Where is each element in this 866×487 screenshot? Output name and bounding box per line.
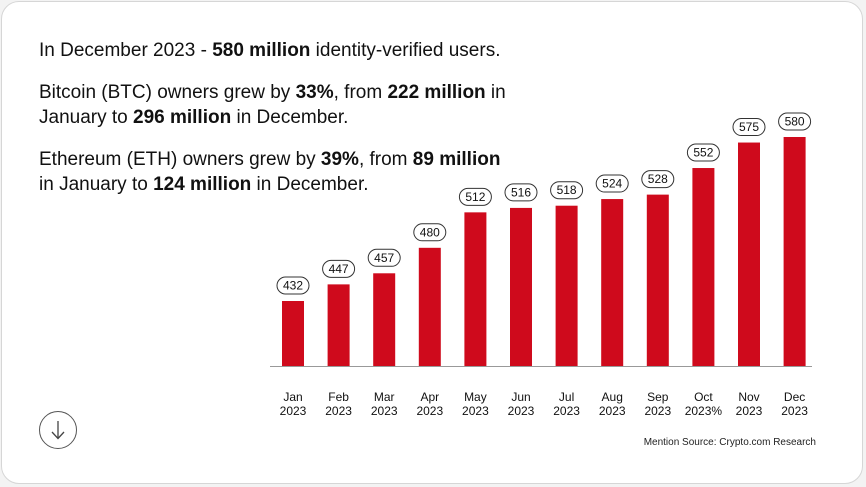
eth-december-value: 124 million <box>153 174 252 195</box>
x-tick-year: 2023 <box>416 404 443 418</box>
btc-january-value: 222 million <box>387 82 486 103</box>
bar-apr <box>418 247 441 366</box>
data-label: 528 <box>648 172 668 186</box>
data-label: 512 <box>465 190 485 204</box>
x-tick-year: 2023 <box>599 404 626 418</box>
x-tick-year: 2023 <box>325 404 352 418</box>
data-label: 516 <box>511 185 531 199</box>
eth-text-2: , from <box>358 149 413 170</box>
data-label-bubble <box>458 187 492 206</box>
bar-may <box>464 212 487 366</box>
data-label: 575 <box>739 120 759 134</box>
btc-text-4: in December. <box>231 107 349 128</box>
x-tick-year: 2023 <box>371 404 398 418</box>
x-tick-year: 2023 <box>644 404 671 418</box>
x-tick-month: Oct <box>694 390 713 404</box>
btc-text-3: in January to <box>39 82 506 128</box>
data-label-bubble <box>641 170 675 189</box>
data-label: 457 <box>374 251 394 265</box>
x-tick-month: Jan <box>283 390 302 404</box>
x-tick-year: 2023 <box>736 404 763 418</box>
btc-text-1: Bitcoin (BTC) owners grew by <box>39 82 296 103</box>
data-label: 580 <box>785 115 805 129</box>
bar-oct <box>692 168 715 366</box>
x-tick-month: Apr <box>420 390 439 404</box>
data-label: 432 <box>283 279 303 293</box>
eth-growth-percent: 39% <box>320 149 359 170</box>
x-tick-month: Nov <box>738 390 759 404</box>
data-label-bubble <box>686 143 720 162</box>
bar-feb <box>327 284 350 366</box>
data-label-bubble <box>413 223 447 242</box>
bar-mar <box>373 273 396 366</box>
eth-text-1: Ethereum (ETH) owners grew by <box>39 149 321 170</box>
btc-growth-percent: 33% <box>295 82 334 103</box>
data-label-bubble <box>276 276 310 295</box>
data-label-bubble <box>367 248 401 267</box>
data-label-bubble <box>550 181 584 200</box>
x-tick-year: 2023 <box>280 404 307 418</box>
bar-aug <box>601 199 624 366</box>
bar-jul <box>555 205 578 366</box>
data-label: 552 <box>693 146 713 160</box>
x-tick-year: 2023 <box>553 404 580 418</box>
data-label: 518 <box>557 183 577 197</box>
arrow-down-icon <box>51 421 65 440</box>
x-tick-year: 2023 <box>781 404 808 418</box>
headline-highlight: 580 million <box>212 40 311 61</box>
x-tick-month: Jun <box>511 390 530 404</box>
x-tick-year: 2023 <box>462 404 489 418</box>
eth-january-value: 89 million <box>412 149 501 170</box>
data-label: 447 <box>329 262 349 276</box>
x-tick-year: 2023 <box>508 404 535 418</box>
x-tick-month: Feb <box>328 390 349 404</box>
data-label: 480 <box>420 225 440 239</box>
x-tick-year: 2023% <box>685 404 723 418</box>
headline-prefix: In December 2023 - <box>39 40 213 61</box>
btc-text-2: , from <box>333 82 388 103</box>
x-tick-month: Sep <box>647 390 669 404</box>
eth-paragraph: Ethereum (ETH) owners grew by 39%, from … <box>39 147 509 197</box>
bar-jun <box>510 207 532 366</box>
data-label-bubble <box>732 118 766 137</box>
bar-nov <box>738 142 760 366</box>
eth-text-3: in January to <box>39 174 154 195</box>
scroll-down-button[interactable] <box>39 411 77 449</box>
data-label-bubble <box>778 112 812 131</box>
headline: In December 2023 - 580 million identity-… <box>39 38 500 64</box>
source-note: Mention Source: Crypto.com Research <box>643 437 816 448</box>
x-tick-month: Aug <box>602 390 623 404</box>
bar-sep <box>646 194 669 366</box>
data-label-bubble <box>595 174 629 193</box>
bar-dec <box>783 137 806 366</box>
headline-suffix: identity-verified users. <box>310 40 501 61</box>
x-tick-month: Mar <box>374 390 395 404</box>
data-label-bubble <box>504 183 538 202</box>
x-tick-month: Dec <box>784 390 805 404</box>
bar-jan <box>282 301 304 366</box>
data-label-bubble <box>322 259 356 278</box>
btc-december-value: 296 million <box>133 107 232 128</box>
x-tick-month: May <box>464 390 487 404</box>
btc-paragraph: Bitcoin (BTC) owners grew by 33%, from 2… <box>39 80 509 130</box>
data-label: 524 <box>602 177 622 191</box>
eth-text-4: in December. <box>251 174 369 195</box>
x-tick-month: Jul <box>559 390 574 404</box>
